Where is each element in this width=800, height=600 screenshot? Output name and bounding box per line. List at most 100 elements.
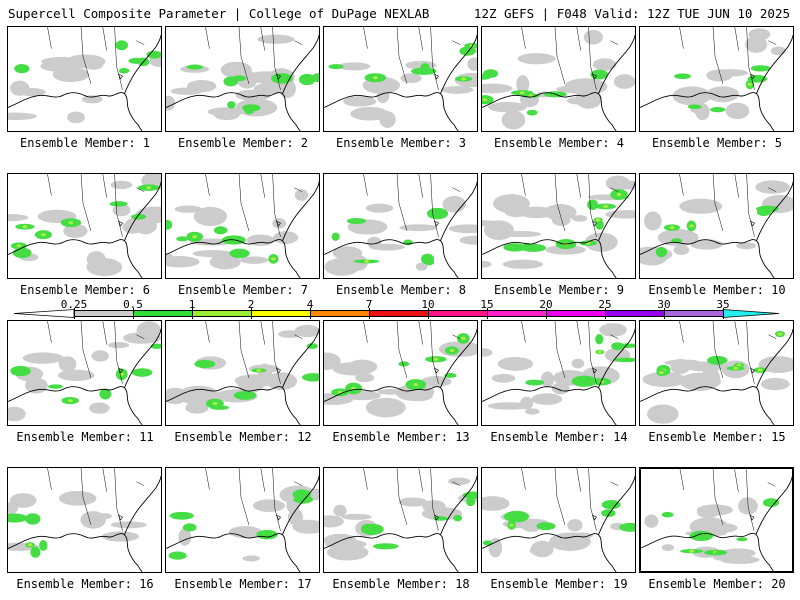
coastline bbox=[166, 92, 301, 131]
ensemble-member-label: Ensemble Member: 11 bbox=[6, 430, 164, 444]
scp-light-region bbox=[566, 96, 592, 105]
scp-light-region bbox=[644, 514, 659, 528]
ensemble-panel-8[interactable] bbox=[323, 173, 478, 279]
ensemble-panel-14[interactable] bbox=[481, 320, 636, 426]
ensemble-panel-18[interactable] bbox=[323, 467, 478, 573]
ensemble-panel-6[interactable] bbox=[7, 173, 162, 279]
scp-light-region bbox=[209, 254, 241, 270]
scp-light-region bbox=[673, 245, 690, 255]
ensemble-panel-16[interactable] bbox=[7, 467, 162, 573]
scp-light-region bbox=[107, 341, 130, 349]
scp-moderate-region bbox=[444, 373, 457, 378]
scp-light-region bbox=[647, 404, 679, 424]
scp-strong-region bbox=[688, 224, 694, 228]
ensemble-member-label: Ensemble Member: 9 bbox=[480, 283, 638, 297]
scp-light-region bbox=[748, 28, 771, 41]
coastline bbox=[282, 328, 319, 388]
ensemble-panel-20[interactable] bbox=[639, 467, 794, 573]
ensemble-panel-10[interactable] bbox=[639, 173, 794, 279]
coastline bbox=[8, 386, 143, 425]
caption-prefix: Ensemble Member: bbox=[490, 430, 614, 444]
scp-moderate-region bbox=[655, 246, 668, 258]
state-borders bbox=[205, 468, 303, 531]
scp-strong-region bbox=[733, 366, 739, 370]
ensemble-panel-19[interactable] bbox=[481, 467, 636, 573]
state-borders bbox=[363, 321, 461, 384]
member-number: 1 bbox=[142, 136, 151, 150]
lake-outline bbox=[749, 514, 755, 521]
scp-light-region bbox=[8, 502, 18, 515]
colorbar-tick-label: 0.25 bbox=[60, 298, 88, 311]
ensemble-panel-2[interactable] bbox=[165, 26, 320, 132]
ensemble-panel-7[interactable] bbox=[165, 173, 320, 279]
ensemble-panel-5[interactable] bbox=[639, 26, 794, 132]
colorbar-tick-label: 0.5 bbox=[123, 298, 143, 311]
scp-light-region bbox=[571, 215, 588, 222]
scp-map bbox=[166, 27, 319, 131]
ensemble-panel-3[interactable] bbox=[323, 26, 478, 132]
caption-prefix: Ensemble Member: bbox=[493, 136, 617, 150]
scp-strong-region bbox=[146, 186, 152, 190]
lake-outline bbox=[749, 367, 755, 374]
scp-light-region bbox=[517, 53, 556, 65]
scp-light-region bbox=[253, 82, 284, 95]
scp-light-region bbox=[640, 246, 673, 262]
colorbar-segment bbox=[664, 310, 723, 317]
scp-light-region bbox=[58, 490, 97, 506]
coastline bbox=[324, 92, 459, 131]
caption-prefix: Ensemble Member: bbox=[648, 283, 772, 297]
caption-prefix: Ensemble Member: bbox=[16, 430, 140, 444]
scp-light-region bbox=[91, 350, 109, 362]
scp-moderate-region bbox=[166, 219, 173, 230]
scp-moderate-region bbox=[482, 540, 493, 546]
colorbar-tick bbox=[133, 308, 134, 319]
scp-moderate-region bbox=[674, 73, 691, 80]
scp-light-region bbox=[252, 499, 285, 512]
scp-light-region bbox=[333, 504, 347, 517]
scp-moderate-region bbox=[360, 523, 384, 535]
lake-outline bbox=[275, 73, 281, 80]
scp-light-region bbox=[123, 332, 161, 344]
scp-moderate-region bbox=[14, 63, 30, 74]
scp-light-region bbox=[101, 531, 140, 542]
ensemble-panel-4[interactable] bbox=[481, 26, 636, 132]
scp-moderate-region bbox=[256, 529, 278, 540]
scp-strong-region bbox=[16, 244, 22, 248]
scp-map bbox=[166, 174, 319, 278]
scp-strong-region bbox=[603, 204, 609, 209]
scp-light-region bbox=[736, 242, 756, 250]
member-number: 15 bbox=[771, 430, 786, 444]
scp-strong-region bbox=[509, 523, 515, 527]
scp-light-region bbox=[488, 101, 527, 113]
lake-outline bbox=[749, 220, 755, 227]
lake-outline bbox=[591, 514, 597, 521]
ensemble-panel-11[interactable] bbox=[7, 320, 162, 426]
scp-moderate-region bbox=[169, 511, 194, 520]
ensemble-panel-9[interactable] bbox=[481, 173, 636, 279]
coastline bbox=[440, 34, 477, 94]
scp-light-region bbox=[273, 231, 299, 245]
ensemble-panel-17[interactable] bbox=[165, 467, 320, 573]
scp-strong-region bbox=[595, 218, 601, 222]
scp-moderate-region bbox=[403, 239, 413, 246]
lake-outline bbox=[117, 73, 123, 80]
coastline bbox=[324, 533, 459, 572]
caption-prefix: Ensemble Member: bbox=[16, 577, 140, 591]
scp-strong-region bbox=[27, 543, 33, 547]
scp-light-region bbox=[613, 74, 635, 89]
ensemble-panel-12[interactable] bbox=[165, 320, 320, 426]
ensemble-panel-1[interactable] bbox=[7, 26, 162, 132]
scp-map bbox=[641, 469, 792, 571]
ensemble-panel-15[interactable] bbox=[639, 320, 794, 426]
lake-outline bbox=[591, 73, 597, 80]
caption-prefix: Ensemble Member: bbox=[177, 283, 301, 297]
scp-light-region bbox=[487, 402, 531, 410]
colorbar-tick-label: 30 bbox=[657, 298, 671, 311]
caption-prefix: Ensemble Member: bbox=[332, 430, 456, 444]
lake-outline bbox=[749, 73, 755, 80]
lake-outline bbox=[591, 220, 597, 227]
member-number: 7 bbox=[300, 283, 309, 297]
scp-light-region bbox=[442, 195, 466, 213]
colorbar-tick bbox=[664, 308, 665, 319]
ensemble-panel-13[interactable] bbox=[323, 320, 478, 426]
